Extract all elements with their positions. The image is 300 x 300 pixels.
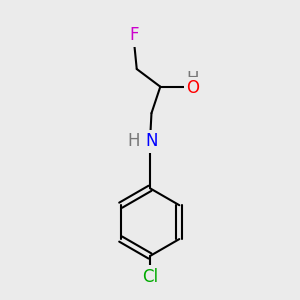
Text: F: F xyxy=(129,26,139,44)
Text: N: N xyxy=(145,132,158,150)
Text: H: H xyxy=(186,70,199,88)
Text: O: O xyxy=(186,79,199,97)
Text: Cl: Cl xyxy=(142,268,158,286)
Text: H: H xyxy=(128,132,140,150)
